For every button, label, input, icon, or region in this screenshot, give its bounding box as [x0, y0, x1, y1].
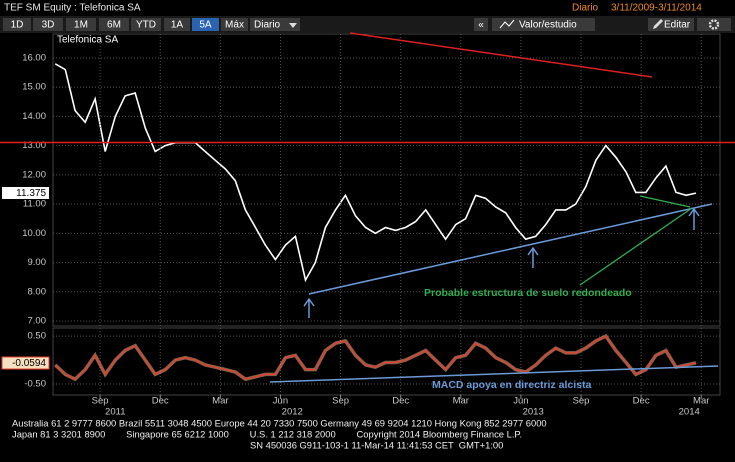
range-button-label: 1D [11, 20, 24, 31]
y-tick-label: 15.00 [22, 82, 46, 93]
range-button-label: 6M [107, 20, 121, 31]
footer-line: SN 450036 G911-103-1 11-Mar-14 11:41:53 … [250, 439, 503, 450]
macd-support-line [269, 365, 719, 383]
y-tick-label: -0.50 [24, 379, 46, 390]
arrow [303, 297, 315, 318]
series-line [54, 63, 697, 283]
range-button[interactable] [99, 18, 129, 31]
range-button[interactable] [33, 18, 63, 31]
x-tick-label: Jun [513, 396, 528, 407]
dropdown-label: Diario [254, 20, 281, 31]
frequency-label: Diario [572, 3, 599, 14]
x-tick-label: Dec [633, 396, 650, 407]
y-tick-label: 12.00 [22, 169, 46, 180]
footer-line: Japan 81 3 3201 8900 Singapore 65 6212 1… [12, 428, 522, 439]
last-price-box [2, 187, 49, 199]
study-label: Valor/estudio [519, 20, 577, 31]
footer-line: Australia 61 2 9777 8600 Brazil 5511 304… [12, 417, 547, 428]
y-tick-label: 7.00 [28, 316, 47, 327]
x-tick-label: Dec [392, 396, 409, 407]
range-button-label: 3D [42, 20, 55, 31]
annotation: MACD apoya en directriz alcista [432, 379, 591, 391]
study-button[interactable] [492, 18, 595, 31]
y-tick-label: 0.50 [28, 331, 47, 342]
edit-label: Editar [664, 20, 691, 31]
collapse-button[interactable] [474, 18, 488, 31]
year-label: 2013 [523, 407, 544, 418]
pointer-line [579, 207, 693, 286]
last-price: 11.375 [16, 188, 46, 199]
x-tick-label: Jun [273, 396, 288, 407]
series-line [54, 335, 697, 380]
gear-icon [708, 19, 720, 30]
range-button-label: Máx [225, 20, 244, 31]
range-button[interactable] [192, 18, 219, 31]
range-button[interactable] [221, 18, 248, 31]
study-icon [499, 19, 515, 29]
edit-icon [653, 19, 663, 29]
arrow [688, 207, 700, 230]
y-tick-label: 9.00 [28, 257, 47, 268]
y-tick-label: 16.00 [22, 52, 46, 63]
y-tick-label: 11.00 [23, 199, 46, 210]
downtrend-line [349, 32, 653, 78]
date-range: 3/11/2009-3/11/2014 [611, 3, 702, 14]
last-macd-box [1, 356, 50, 370]
range-button-label: 1A [171, 20, 184, 31]
dropdown[interactable] [250, 18, 300, 31]
range-button[interactable] [131, 18, 161, 31]
year-label: 2011 [105, 407, 125, 418]
x-tick-label: Dec [152, 396, 169, 407]
x-tick-label: Sep [332, 396, 349, 407]
annotation: Probable estructura de suelo redondeado [424, 287, 632, 299]
range-button[interactable] [66, 18, 96, 31]
security-title: TEF SM Equity : Telefonica SA [4, 3, 141, 14]
y-tick-label: 14.00 [22, 111, 46, 122]
pointer-line [639, 195, 691, 208]
range-button-label: 5A [199, 20, 212, 31]
x-tick-label: Sep [92, 396, 109, 407]
x-tick-label: Mar [212, 396, 228, 407]
last-macd: -0.0594 [12, 358, 46, 369]
settings-button[interactable] [697, 18, 731, 31]
range-button[interactable] [3, 18, 31, 31]
x-tick-label: Mar [693, 396, 709, 407]
collapse-label: « [478, 20, 484, 31]
y-tick-label: 10.00 [22, 228, 46, 239]
arrow [527, 246, 539, 268]
y-tick-label: 8.00 [28, 286, 47, 297]
dropdown-arrow [289, 23, 297, 28]
range-button-label: YTD [136, 20, 156, 31]
x-tick-label: Mar [453, 396, 469, 407]
year-label: 2014 [679, 407, 700, 418]
header-bar [0, 0, 735, 16]
x-tick-label: Sep [573, 396, 590, 407]
price-panel [52, 33, 721, 327]
y-tick-label: 13.00 [22, 140, 46, 151]
range-button[interactable] [164, 18, 190, 31]
range-button-label: 1M [74, 20, 88, 31]
legend-entry: Telefonica SA [57, 35, 118, 46]
year-label: 2012 [282, 407, 303, 418]
support-line [308, 203, 713, 295]
